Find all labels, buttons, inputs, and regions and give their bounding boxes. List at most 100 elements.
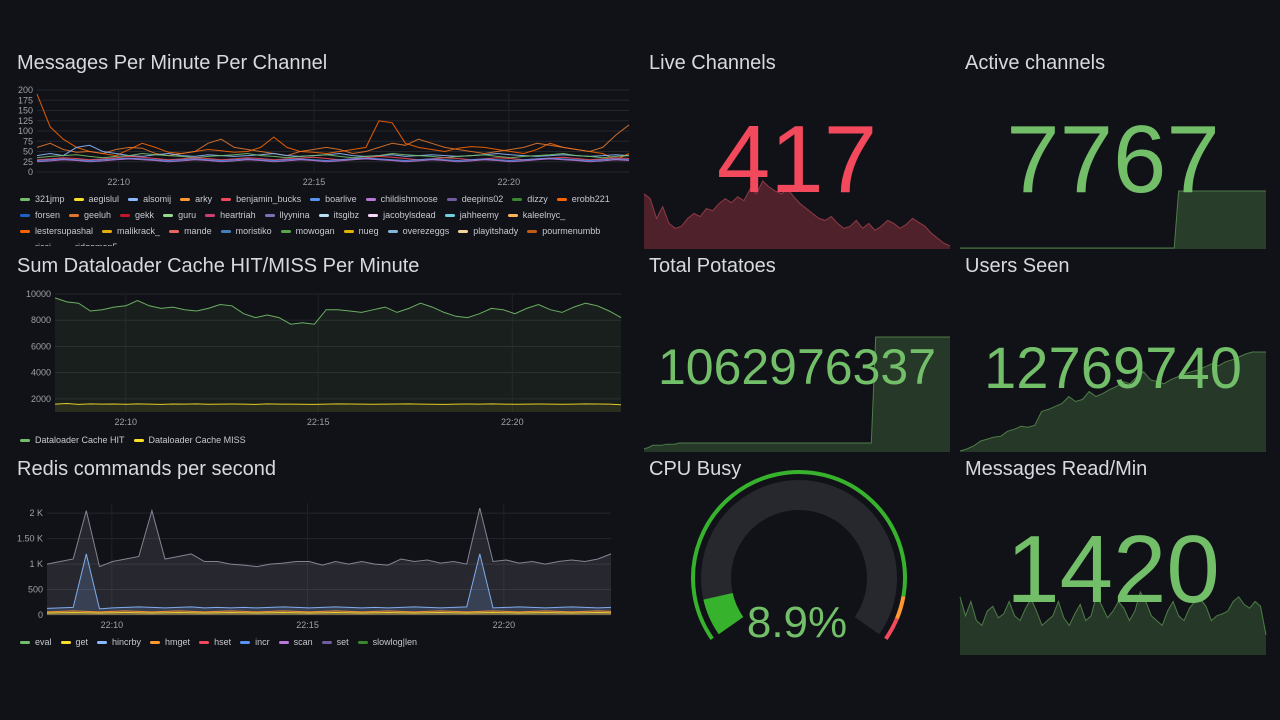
series-line[interactable] (46, 553, 612, 610)
series-line[interactable] (46, 610, 612, 613)
series-line[interactable] (36, 158, 630, 163)
legend-label: slowlog|len (372, 637, 417, 647)
legend-item[interactable]: incr (240, 635, 270, 649)
legend-item[interactable]: hmget (150, 635, 190, 649)
total-potatoes-sparkline (643, 336, 950, 452)
legend-swatch (69, 213, 80, 217)
legend-item[interactable]: kaleelnyc_ (507, 210, 565, 220)
y-tick-label: 200 (18, 85, 33, 95)
sparkline-area (960, 592, 1266, 655)
legend-item[interactable]: guru (163, 210, 196, 220)
legend-label: guru (178, 210, 197, 220)
series-line[interactable] (36, 157, 630, 162)
legend-label: deepins02 (461, 194, 504, 204)
legend-item[interactable]: pourmenumbb (527, 226, 600, 236)
legend-swatch (240, 640, 251, 644)
legend-item[interactable]: malikrack_ (102, 226, 160, 236)
legend-label: ricci (35, 242, 51, 246)
legend-label: childishmoose (380, 194, 438, 204)
legend-item[interactable]: Dataloader Cache MISS (133, 433, 246, 447)
series-line[interactable] (54, 297, 622, 325)
legend-item[interactable]: slowlog|len (357, 635, 417, 649)
legend-item[interactable]: ricci (20, 242, 51, 246)
legend-item[interactable]: 321jmp (20, 194, 65, 204)
legend-label: dizzy (527, 194, 548, 204)
panel-title[interactable]: Messages Read/Min (965, 458, 1148, 480)
legend-label: aegislul (88, 194, 120, 204)
panel-title[interactable]: Redis commands per second (17, 458, 277, 480)
legend-label: pourmenumbb (542, 226, 601, 236)
legend-label: alsomij (143, 194, 172, 204)
legend-item[interactable]: lestersupashal (20, 226, 93, 236)
series-line[interactable] (54, 402, 622, 406)
legend-item[interactable]: benjamin_bucks (221, 194, 301, 204)
legend-item[interactable]: itsgibz (318, 210, 359, 220)
sparkline-area (960, 352, 1266, 452)
panel-title[interactable]: Live Channels (649, 52, 776, 74)
legend-item[interactable]: gekk (120, 210, 154, 220)
legend-item[interactable]: jacobylsdead (368, 210, 436, 220)
legend-item[interactable]: nueg (343, 226, 379, 236)
sparkline-line (959, 351, 1266, 452)
redis-commands-chart[interactable]: 2 K 1.50 K 1 K 500 0 22:10 22:15 22:20 (17, 498, 629, 633)
legend-label: nueg (358, 226, 379, 236)
legend-item[interactable]: ridgeman5 (60, 242, 118, 246)
legend-item[interactable]: deepins02 (446, 194, 504, 204)
legend-item[interactable]: playitshady (458, 226, 518, 236)
legend-item[interactable]: boarlive (310, 194, 357, 204)
y-tick-label: 0 (38, 610, 43, 620)
legend-swatch (280, 229, 291, 233)
legend-swatch (446, 197, 457, 201)
panel-live-channels: Live Channels 417 (643, 52, 951, 249)
series-line[interactable] (36, 93, 630, 161)
legend-item[interactable]: Dataloader Cache HIT (20, 433, 125, 447)
legend-item[interactable]: aegislul (73, 194, 120, 204)
messages-read-sparkline (959, 590, 1267, 655)
sparkline-area (644, 181, 950, 249)
series-line[interactable] (36, 124, 630, 157)
panel-title[interactable]: Total Potatoes (649, 255, 776, 277)
legend-swatch (20, 245, 30, 246)
legend-swatch (221, 197, 232, 201)
sparkline-line (959, 590, 1267, 635)
legend-label: scan (293, 637, 313, 647)
legend-item[interactable]: arky (180, 194, 212, 204)
panel-title[interactable]: Messages Per Minute Per Channel (17, 52, 328, 74)
legend-item[interactable]: moristiko (220, 226, 272, 236)
legend-label: hset (214, 637, 232, 647)
legend-label: erobb221 (571, 194, 610, 204)
series-line[interactable] (46, 507, 612, 568)
series-line[interactable] (36, 152, 630, 159)
legend-item[interactable]: heartriah (205, 210, 256, 220)
legend-item[interactable]: erobb221 (556, 194, 610, 204)
legend-item[interactable]: overezeggs (387, 226, 449, 236)
legend-swatch (220, 229, 231, 233)
legend-item[interactable]: geeluh (69, 210, 111, 220)
legend-item[interactable]: childishmoose (365, 194, 438, 204)
panel-title[interactable]: Users Seen (965, 255, 1070, 277)
legend-label: ridgeman5 (75, 242, 118, 246)
legend-item[interactable]: alsomij (128, 194, 171, 204)
cpu-busy-gauge (691, 469, 908, 640)
legend-item[interactable]: forsen (20, 210, 60, 220)
legend-item[interactable]: scan (278, 635, 313, 649)
panel-title[interactable]: Active channels (965, 52, 1106, 74)
legend-item[interactable]: get (60, 635, 88, 649)
legend-item[interactable]: set (321, 635, 349, 649)
legend-item[interactable]: hset (199, 635, 231, 649)
legend-item[interactable]: mande (169, 226, 212, 236)
panel-title[interactable]: CPU Busy (649, 458, 742, 480)
legend-item[interactable]: hincrby (97, 635, 141, 649)
legend-item[interactable]: eval (20, 635, 52, 649)
legend-item[interactable]: llyynina (264, 210, 310, 220)
legend-swatch (133, 438, 144, 442)
dataloader-cache-chart[interactable]: 10000 8000 6000 4000 2000 22:10 22:15 22:20 (17, 289, 629, 430)
panel-title[interactable]: Sum Dataloader Cache HIT/MISS Per Minute (17, 255, 420, 277)
y-tick-label: 6000 (31, 341, 51, 351)
legend-item[interactable]: dizzy (512, 194, 548, 204)
legend-item[interactable]: mowogan (280, 226, 335, 236)
legend-item[interactable]: jahheemy (444, 210, 499, 220)
series-line[interactable] (46, 611, 612, 614)
legend-label: jacobylsdead (383, 210, 436, 220)
